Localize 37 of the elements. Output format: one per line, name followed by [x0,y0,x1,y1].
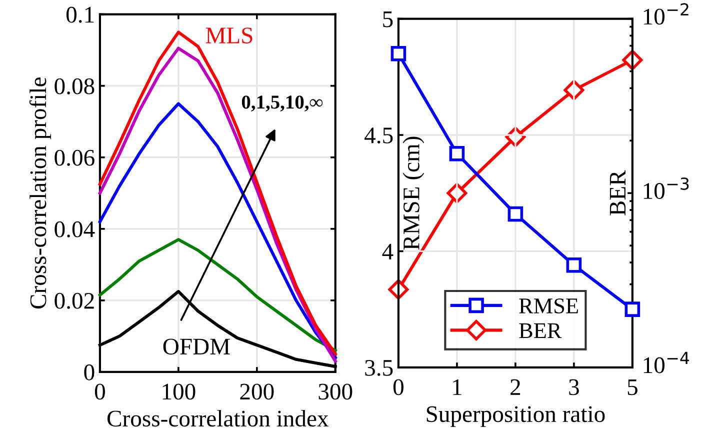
x-axis-title: Superposition ratio [426,406,605,427]
x-tick-label: 100 [162,384,196,400]
point [508,206,524,222]
x-axis-title: Cross-correlation index [107,410,329,427]
x-tick-label: 300 [318,384,352,400]
point [390,46,406,62]
y2-axis-title: BER [610,170,626,216]
y-tick-label: 0.08 [54,78,94,94]
y-axis-title: Cross-correlation profile [29,78,52,309]
y-tick-label: 5 [383,12,393,28]
point [566,258,582,273]
annotation: OFDM [163,338,230,355]
y-axis-title: RMSE (cm) [402,136,424,250]
x-tick-label: 200 [240,384,274,400]
y-tick-label: 0.02 [54,292,94,309]
x-tick-label: 1 [453,379,462,395]
x-tick-label: 5 [628,379,638,396]
y-tick-label: 3.5 [365,360,393,376]
x-tick-label: 2 [510,379,520,395]
y2-tick-label: 10$^{−3}$ [644,177,689,199]
y2-tick-label: 10$^{−2}$ [644,3,688,25]
x-tick-label: 0 [94,384,105,400]
y-tick-label: 0 [84,364,94,380]
y-tick-label: 0.04 [54,221,95,238]
y-tick-label: 4 [382,244,394,260]
x-tick-label: 0 [393,379,404,396]
y-tick-label: 4.5 [364,128,393,144]
point [449,146,465,162]
legend-label: BER [519,323,562,338]
point [624,302,640,317]
y-tick-label: 0.1 [66,6,94,23]
annotation: MLS [206,28,252,44]
legend-label: RMSE [519,298,578,314]
y2-tick-label: 10$^{−4}$ [644,352,690,374]
y-tick-label: 0.06 [54,150,94,166]
annotation: 0,1,5,10,∞ [242,96,323,112]
x-tick-label: 3 [569,379,579,396]
